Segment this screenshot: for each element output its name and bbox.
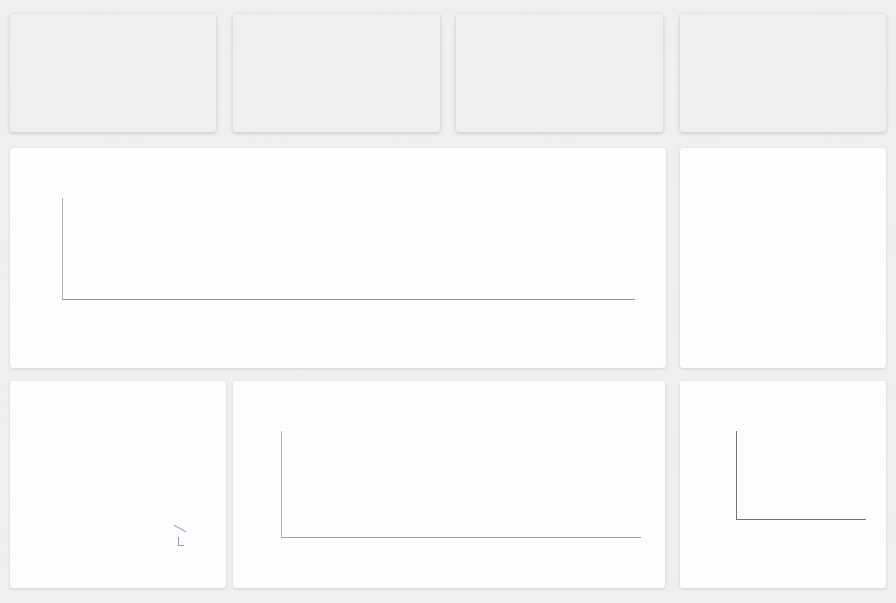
sparkline-chart [233,14,440,132]
panel-avg-contract-value-chart[interactable] [10,148,666,368]
panel-top5-channels[interactable] [680,148,886,368]
sparkline-chart [10,14,216,132]
kpi-goal-value [456,96,663,116]
kpi-goal-value [233,92,440,114]
bar-plot-area [62,198,635,300]
kpi-card-sales-kpi[interactable] [680,14,886,132]
kpi-card-lead-response-time[interactable] [233,14,440,132]
kpi-goal-value [10,92,216,114]
kpi-card-sales-cycle-length[interactable] [456,14,663,132]
donut-hole [87,470,141,524]
panel-sales-activity[interactable] [233,381,665,588]
panel-item-type[interactable] [10,381,226,588]
panel-top-deals[interactable] [680,381,886,588]
kpi-card-avg-contract-value[interactable] [10,14,216,132]
deals-plot-area [736,431,866,520]
gauge-chart [680,14,886,132]
leader-line [178,537,184,546]
scatter-plot-area [281,431,641,538]
